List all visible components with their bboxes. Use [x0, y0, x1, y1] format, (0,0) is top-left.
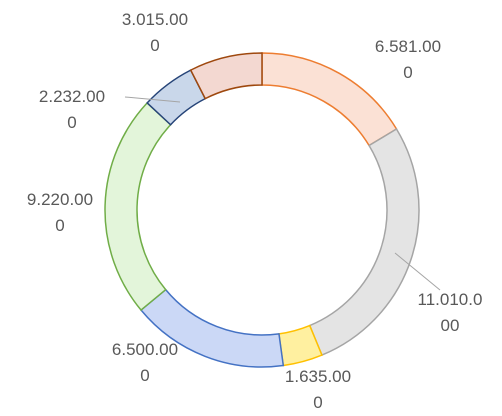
data-label: 2.232.00 0	[39, 87, 105, 132]
data-label-line: 0	[140, 366, 149, 385]
data-label-line: 0	[150, 36, 159, 55]
data-label-line: 6.500.00	[112, 340, 178, 359]
data-label: 6.581.00 0	[375, 37, 441, 82]
leader-line	[124, 96, 181, 103]
data-label-line: 2.232.00	[39, 87, 105, 106]
data-label: 11.010.0 00	[418, 290, 483, 335]
data-label: 1.635.00 0	[285, 367, 351, 412]
donut-segment	[261, 52, 398, 147]
leader-line	[394, 252, 441, 291]
data-label-line: 6.581.00	[375, 37, 441, 56]
data-label-line: 0	[403, 63, 412, 82]
data-label-line: 0	[55, 216, 64, 235]
data-label: 9.220.00 0	[27, 190, 93, 235]
data-label-line: 1.635.00	[285, 367, 351, 386]
data-label: 3.015.00 0	[122, 10, 188, 55]
donut-segment	[189, 52, 263, 100]
data-label-line: 00	[441, 316, 460, 335]
data-label-line: 9.220.00	[27, 190, 93, 209]
data-label-line: 11.010.0	[418, 290, 483, 309]
data-label-line: 0	[67, 113, 76, 132]
data-label-line: 0	[313, 393, 322, 412]
donut-segment	[104, 101, 172, 312]
donut-segment	[308, 127, 420, 357]
data-label: 6.500.00 0	[112, 340, 178, 385]
data-label-line: 3.015.00	[122, 10, 188, 29]
